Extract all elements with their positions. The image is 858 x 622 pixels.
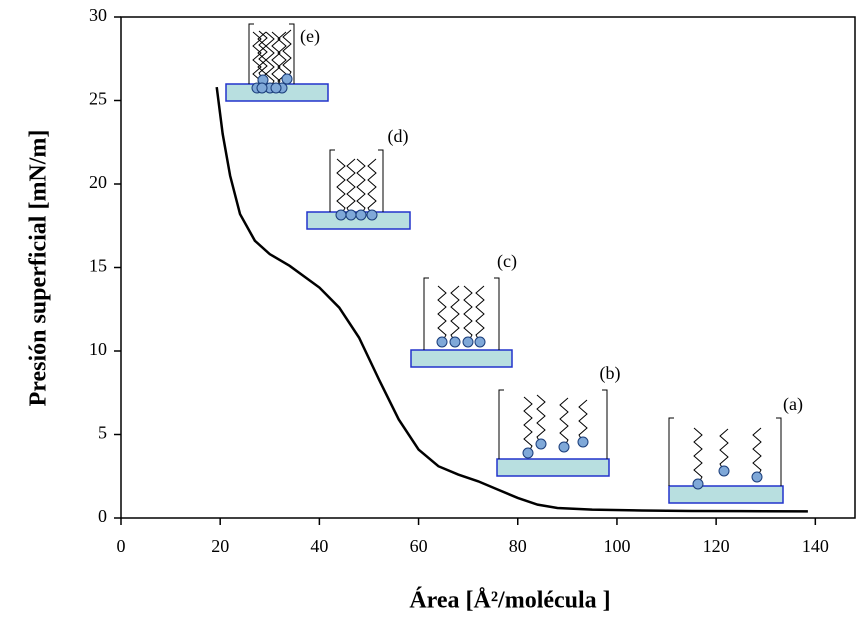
head <box>751 471 763 483</box>
head <box>366 209 378 221</box>
trough <box>496 458 610 477</box>
chain <box>450 285 460 343</box>
head <box>522 447 534 459</box>
y-tick-label: 0 <box>98 506 107 526</box>
head <box>474 336 486 348</box>
annotation: (d) <box>388 126 409 147</box>
chain <box>559 397 569 448</box>
x-tick-label: 20 <box>211 536 229 556</box>
chain <box>463 285 473 343</box>
chain <box>367 158 377 216</box>
bracket <box>329 149 335 212</box>
chain <box>578 399 588 443</box>
y-tick-label: 30 <box>89 5 107 25</box>
bracket <box>498 389 504 459</box>
bracket <box>602 389 608 459</box>
chain <box>752 427 762 478</box>
chain <box>475 285 485 343</box>
annotation: (e) <box>300 26 320 47</box>
x-tick-label: 100 <box>603 536 630 556</box>
chain <box>437 285 447 343</box>
head <box>345 209 357 221</box>
head <box>577 436 589 448</box>
head <box>281 73 293 85</box>
y-tick-label: 25 <box>89 89 107 109</box>
head <box>355 209 367 221</box>
x-axis-label: Área [Å²/molécula ] <box>409 588 610 614</box>
chain <box>271 31 281 89</box>
head <box>335 209 347 221</box>
trough <box>668 485 784 504</box>
chain <box>536 394 546 445</box>
head <box>256 82 268 94</box>
y-tick-label: 15 <box>89 256 107 276</box>
head <box>270 82 282 94</box>
y-axis-label: Presión superficial [mN/m] <box>26 130 52 407</box>
y-tick-label: 5 <box>98 423 107 443</box>
chain <box>523 396 533 454</box>
bracket <box>494 277 500 350</box>
chain <box>277 31 287 89</box>
bracket <box>776 417 782 486</box>
x-tick-label: 60 <box>410 536 428 556</box>
y-tick-label: 20 <box>89 172 107 192</box>
bracket <box>248 23 254 84</box>
head <box>558 441 570 453</box>
y-tick-label: 10 <box>89 339 107 359</box>
chain <box>356 158 366 216</box>
chain <box>346 158 356 216</box>
x-tick-label: 0 <box>117 536 126 556</box>
x-tick-label: 140 <box>802 536 829 556</box>
chain <box>693 427 703 485</box>
x-tick-label: 80 <box>509 536 527 556</box>
bracket <box>423 277 429 350</box>
annotation: (b) <box>600 363 621 384</box>
annotation: (c) <box>497 251 517 272</box>
head <box>462 336 474 348</box>
chain <box>258 30 268 81</box>
trough <box>410 349 513 368</box>
x-tick-label: 120 <box>703 536 730 556</box>
data-line <box>215 86 808 513</box>
bracket <box>378 149 384 212</box>
bracket <box>289 23 295 84</box>
head <box>449 336 461 348</box>
head <box>535 438 547 450</box>
bracket <box>668 417 674 486</box>
annotation: (a) <box>783 394 803 415</box>
chain <box>282 29 292 80</box>
head <box>718 465 730 477</box>
head <box>436 336 448 348</box>
chain <box>719 428 729 472</box>
x-tick-label: 40 <box>310 536 328 556</box>
head <box>692 478 704 490</box>
chain <box>336 158 346 216</box>
